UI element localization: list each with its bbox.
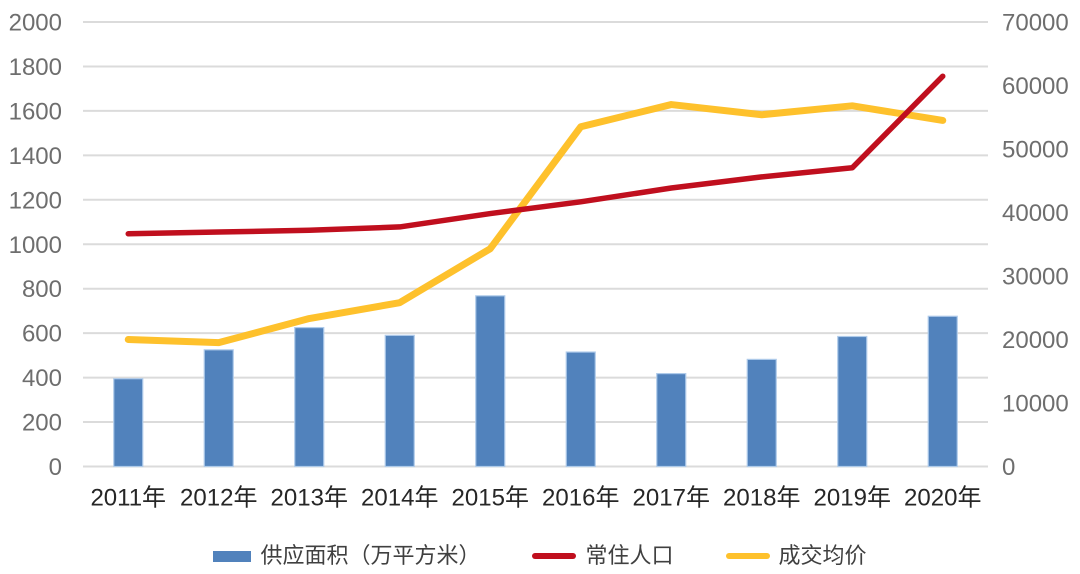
x-axis-label: 2014年 (361, 485, 438, 512)
bar-2019年 (837, 335, 868, 468)
population-line (125, 73, 946, 237)
right-axis-tick-label: 60000 (1002, 73, 1069, 100)
legend-line-swatch (725, 553, 770, 559)
x-axis-label: 2013年 (271, 485, 348, 512)
legend-label-population: 常住人口 (585, 543, 674, 568)
bar-2015年 (475, 295, 506, 468)
legend-line-swatch (532, 553, 577, 559)
left-axis-tick-label: 200 (22, 410, 62, 437)
x-axis-label: 2020年 (904, 485, 981, 512)
left-axis-tick-label: 0 (49, 454, 62, 481)
right-axis-tick-label: 10000 (1002, 391, 1069, 418)
right-axis-tick-label: 40000 (1002, 200, 1069, 227)
left-axis-tick-label: 600 (22, 321, 62, 348)
left-axis-tick-label: 1800 (9, 54, 62, 81)
legend-bar-swatch (213, 550, 252, 562)
bar-2018年 (746, 358, 777, 468)
left-axis-tick-label: 2000 (9, 10, 62, 37)
right-axis-tick-label: 70000 (1002, 10, 1069, 37)
x-axis-label: 2011年 (90, 485, 166, 512)
legend-item-supply-area: 供应面积（万平方米） (213, 545, 480, 567)
left-axis-tick-label: 800 (22, 276, 62, 303)
bar-2017年 (656, 372, 687, 468)
x-axis-label: 2018年 (723, 485, 800, 512)
x-axis-label: 2015年 (452, 485, 529, 512)
right-axis-tick-label: 30000 (1002, 264, 1069, 291)
right-axis-tick-label: 20000 (1002, 327, 1069, 354)
bar-2016年 (565, 351, 596, 468)
bar-2012年 (203, 349, 234, 468)
x-axis-label: 2017年 (633, 485, 710, 512)
left-axis-tick-label: 1000 (9, 232, 62, 259)
right-axis-tick-label: 50000 (1002, 137, 1069, 164)
x-axis-label: 2012年 (180, 485, 257, 512)
legend-label-supply-area: 供应面积（万平方米） (260, 543, 481, 568)
left-axis-tick-label: 1600 (9, 98, 62, 125)
legend-item-population: 常住人口 (532, 543, 674, 568)
x-axis-label: 2019年 (814, 485, 891, 512)
legend-label-price: 成交均价 (778, 543, 867, 568)
bar-2014年 (384, 334, 415, 468)
right-axis-tick-label: 0 (1002, 454, 1015, 481)
left-axis-tick-label: 1400 (9, 143, 62, 170)
left-axis-tick-label: 1200 (9, 187, 62, 214)
chart-legend: 供应面积（万平方米） 常住人口 成交均价 (0, 539, 1080, 573)
bar-2011年 (113, 378, 144, 468)
combo-chart: 0200400600800100012001400160018002000010… (9, 10, 1069, 512)
legend-item-price: 成交均价 (725, 543, 867, 568)
left-axis-tick-label: 400 (22, 365, 62, 392)
x-axis-label: 2016年 (542, 485, 619, 512)
bar-2013年 (294, 326, 325, 468)
price-line (124, 101, 947, 347)
bar-2020年 (927, 315, 958, 468)
